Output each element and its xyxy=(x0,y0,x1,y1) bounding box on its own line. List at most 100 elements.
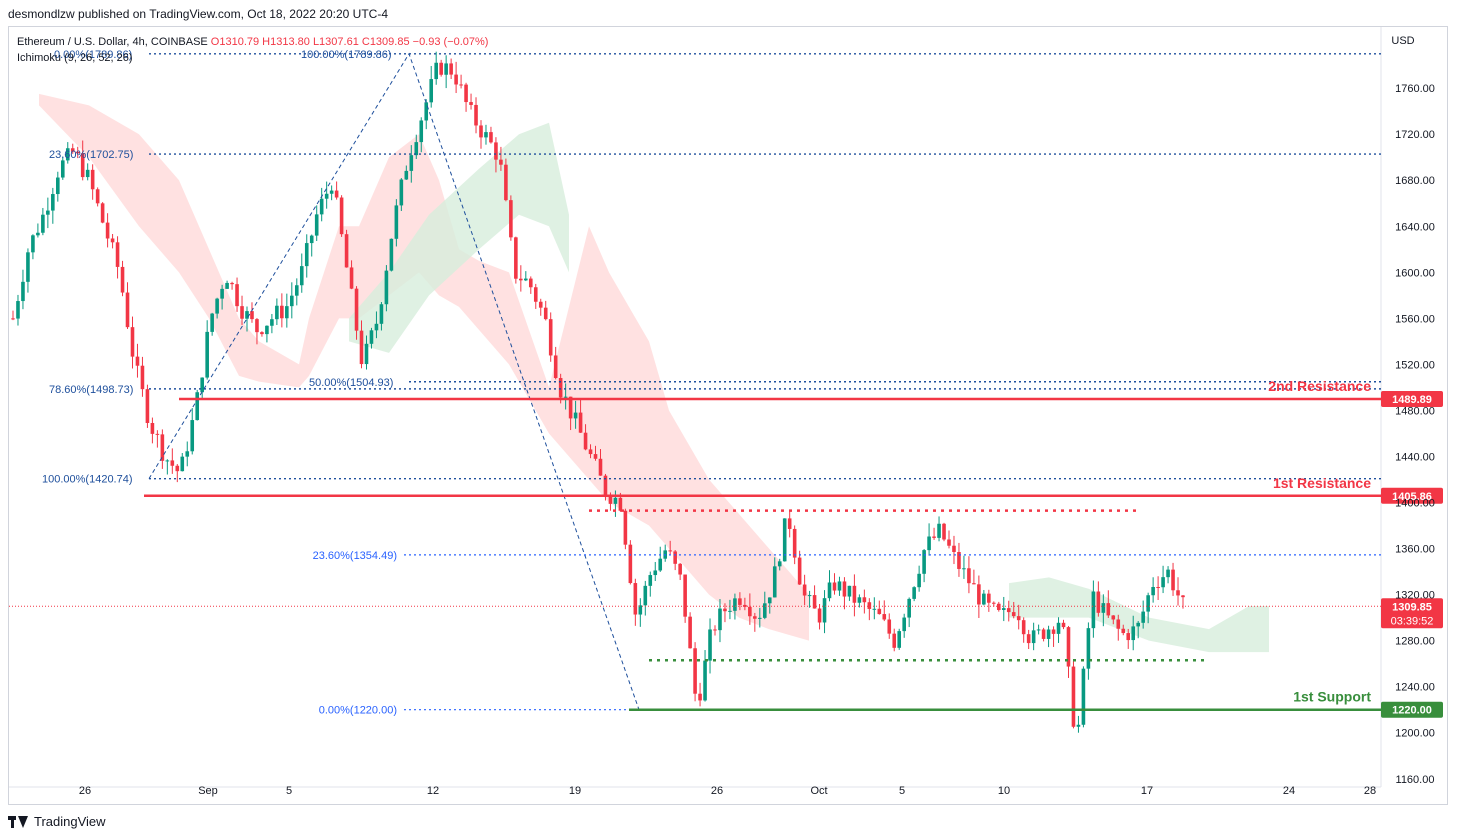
candle xyxy=(464,82,468,112)
candle-body xyxy=(235,284,239,307)
candle-body xyxy=(1166,569,1170,578)
candle-body xyxy=(927,536,931,551)
candle xyxy=(65,142,70,164)
candle-body xyxy=(469,102,473,105)
candle xyxy=(1136,620,1140,639)
candle-body xyxy=(314,214,319,236)
candle xyxy=(967,556,971,594)
candlestick-chart[interactable]: 0.00%(1789.86) 23.60%(1702.75) 50.00%(1504… xyxy=(9,27,1447,804)
candle-body xyxy=(748,606,752,617)
candle-body xyxy=(922,550,926,574)
candle-body xyxy=(31,235,35,253)
candle xyxy=(434,51,438,85)
candle-body xyxy=(807,595,812,597)
candle xyxy=(658,546,663,572)
y-tick-label: 1320.00 xyxy=(1395,590,1435,602)
candle-body xyxy=(992,602,996,604)
candle-body xyxy=(897,631,902,648)
candle-body xyxy=(439,62,443,75)
candle xyxy=(762,591,767,620)
candle xyxy=(1026,629,1031,650)
candle xyxy=(678,562,682,581)
candle xyxy=(553,346,558,380)
candle-body xyxy=(464,84,468,103)
fib-level-label: 23.60%(1354.49) xyxy=(313,550,397,562)
candle xyxy=(439,59,443,77)
y-tick-label: 1640.00 xyxy=(1395,221,1435,233)
candle-body xyxy=(484,132,488,138)
candle-body xyxy=(135,356,140,366)
candle-body xyxy=(319,198,324,215)
indicator-legend: Ichimoku (9, 26, 52, 26) xyxy=(17,52,133,64)
candle-body xyxy=(51,194,55,211)
candle-body xyxy=(1066,627,1071,667)
candle-body xyxy=(792,528,797,558)
candle xyxy=(349,260,354,290)
candle xyxy=(847,585,852,601)
level-label: 1st Support xyxy=(1293,689,1371,705)
candle-body xyxy=(947,539,951,546)
candle-body xyxy=(877,608,882,615)
candle-body xyxy=(384,270,389,305)
candle xyxy=(543,300,548,321)
candle xyxy=(907,597,911,628)
candle-body xyxy=(260,332,264,335)
candle xyxy=(374,311,379,339)
candle xyxy=(329,185,334,201)
candle xyxy=(842,577,847,610)
candle-body xyxy=(1051,629,1056,634)
price-tag-text: 1220.00 xyxy=(1392,705,1432,717)
candle xyxy=(389,238,394,272)
candle xyxy=(892,628,897,652)
candle xyxy=(95,187,100,207)
candle-body xyxy=(917,573,921,588)
candle xyxy=(175,464,180,483)
tradingview-logo-icon xyxy=(8,815,28,828)
candle-body xyxy=(180,456,185,472)
chart-frame[interactable]: 0.00%(1789.86) 23.60%(1702.75) 50.00%(1504… xyxy=(8,26,1448,805)
candle xyxy=(70,143,75,154)
candle-body xyxy=(882,614,887,620)
candle-body xyxy=(977,584,981,605)
candle xyxy=(319,187,324,222)
candle-body xyxy=(548,319,553,356)
candle xyxy=(1071,660,1076,729)
candle-body xyxy=(892,633,897,648)
candle xyxy=(683,574,687,623)
candle xyxy=(145,384,150,428)
candle-body xyxy=(115,242,120,267)
candle-body xyxy=(270,319,274,326)
candle-body xyxy=(932,536,936,538)
candle xyxy=(51,187,55,224)
candle xyxy=(1111,615,1116,625)
candle-body xyxy=(519,278,523,281)
y-axis-ticks: 1760.00 1720.00 1680.00 1640.00 1600.00 1560.… xyxy=(1395,83,1435,786)
candle-body xyxy=(90,169,95,190)
candle xyxy=(653,561,658,582)
candle-body xyxy=(603,475,608,496)
candle-body xyxy=(1006,608,1011,613)
y-tick-label: 1760.00 xyxy=(1395,83,1435,95)
candle xyxy=(817,604,822,630)
candle xyxy=(26,248,30,293)
candle-body xyxy=(698,693,702,701)
x-tick-label: 24 xyxy=(1283,785,1295,797)
price-tag-text: 1405.86 xyxy=(1392,491,1432,503)
candle-body xyxy=(299,266,304,286)
candle xyxy=(130,316,135,369)
fib-retracement-top: 0.00%(1789.86) 23.60%(1702.75) 50.00%(1504… xyxy=(42,49,1381,486)
candle xyxy=(110,233,115,249)
candle xyxy=(1081,666,1086,728)
candle xyxy=(245,306,249,332)
candle xyxy=(409,145,414,183)
candle-body xyxy=(339,197,344,235)
candle xyxy=(962,555,966,579)
candle xyxy=(210,312,214,336)
candle xyxy=(399,178,404,212)
candle-body xyxy=(1091,591,1096,629)
candle xyxy=(379,301,384,331)
candle-body xyxy=(105,222,110,239)
candle-body xyxy=(75,151,80,154)
candle-body xyxy=(772,566,777,598)
candle-body xyxy=(668,550,672,552)
